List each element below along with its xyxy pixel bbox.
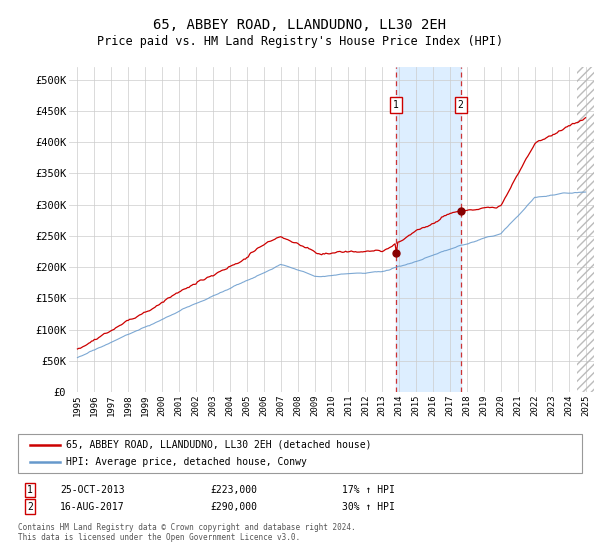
Text: Price paid vs. HM Land Registry's House Price Index (HPI): Price paid vs. HM Land Registry's House … (97, 35, 503, 49)
Text: 2: 2 (27, 502, 33, 512)
Text: 65, ABBEY ROAD, LLANDUDNO, LL30 2EH (detached house): 65, ABBEY ROAD, LLANDUDNO, LL30 2EH (det… (66, 440, 371, 450)
Text: £290,000: £290,000 (210, 502, 257, 512)
Text: 1: 1 (27, 485, 33, 495)
Bar (577, 67, 594, 392)
Text: Contains HM Land Registry data © Crown copyright and database right 2024.: Contains HM Land Registry data © Crown c… (18, 523, 356, 532)
Text: This data is licensed under the Open Government Licence v3.0.: This data is licensed under the Open Gov… (18, 533, 300, 542)
Text: 30% ↑ HPI: 30% ↑ HPI (342, 502, 395, 512)
Bar (396, 67, 461, 392)
Text: 65, ABBEY ROAD, LLANDUDNO, LL30 2EH: 65, ABBEY ROAD, LLANDUDNO, LL30 2EH (154, 18, 446, 32)
Text: 1: 1 (393, 100, 399, 110)
Text: £223,000: £223,000 (210, 485, 257, 495)
Text: 2: 2 (458, 100, 464, 110)
Text: 25-OCT-2013: 25-OCT-2013 (60, 485, 125, 495)
Text: HPI: Average price, detached house, Conwy: HPI: Average price, detached house, Conw… (66, 457, 307, 467)
Text: 16-AUG-2017: 16-AUG-2017 (60, 502, 125, 512)
Text: 17% ↑ HPI: 17% ↑ HPI (342, 485, 395, 495)
